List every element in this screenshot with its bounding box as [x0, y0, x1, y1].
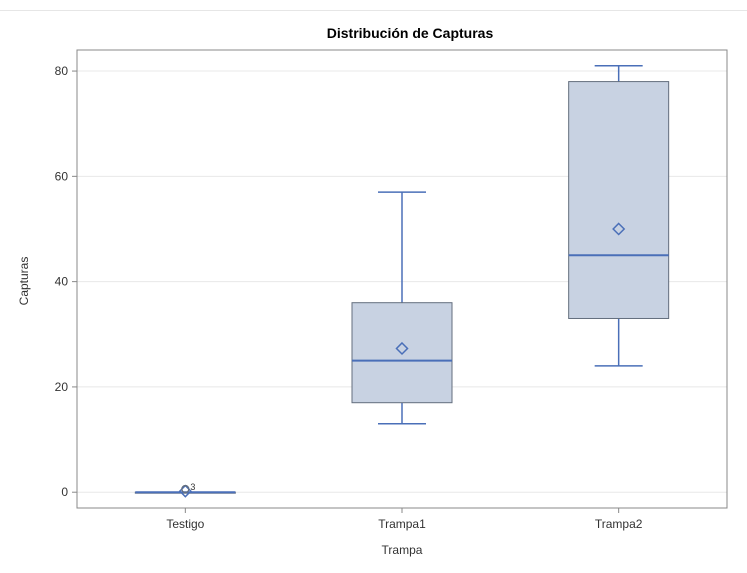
x-axis: Testigo Trampa1 Trampa2 — [166, 508, 643, 531]
chart-title: Distribución de Capturas — [327, 25, 494, 41]
boxes: 3 — [134, 65, 670, 498]
iqr-box — [568, 81, 670, 319]
y-tick-label: 60 — [55, 169, 69, 183]
mean-marker — [178, 484, 192, 498]
top-separator — [0, 10, 747, 11]
box-testigo: 3 — [134, 482, 236, 498]
mean-marker — [612, 222, 626, 236]
outlier-label: 3 — [190, 482, 195, 492]
x-axis-label: Trampa — [382, 543, 423, 557]
box-trampa1 — [351, 191, 453, 425]
x-tick-label: Trampa1 — [378, 517, 426, 531]
x-tick-label: Trampa2 — [595, 517, 643, 531]
box-trampa2 — [568, 65, 670, 367]
iqr-box — [351, 302, 453, 404]
mean-marker — [395, 341, 409, 356]
y-axis-label: Capturas — [17, 257, 31, 306]
y-tick-label: 0 — [61, 485, 68, 499]
y-tick-label: 80 — [55, 64, 69, 78]
x-tick-label: Testigo — [166, 517, 204, 531]
y-tick-label: 20 — [55, 380, 69, 394]
y-axis: 0 20 40 60 80 — [55, 64, 77, 499]
outlier-point — [181, 484, 190, 494]
y-tick-label: 40 — [55, 275, 69, 289]
